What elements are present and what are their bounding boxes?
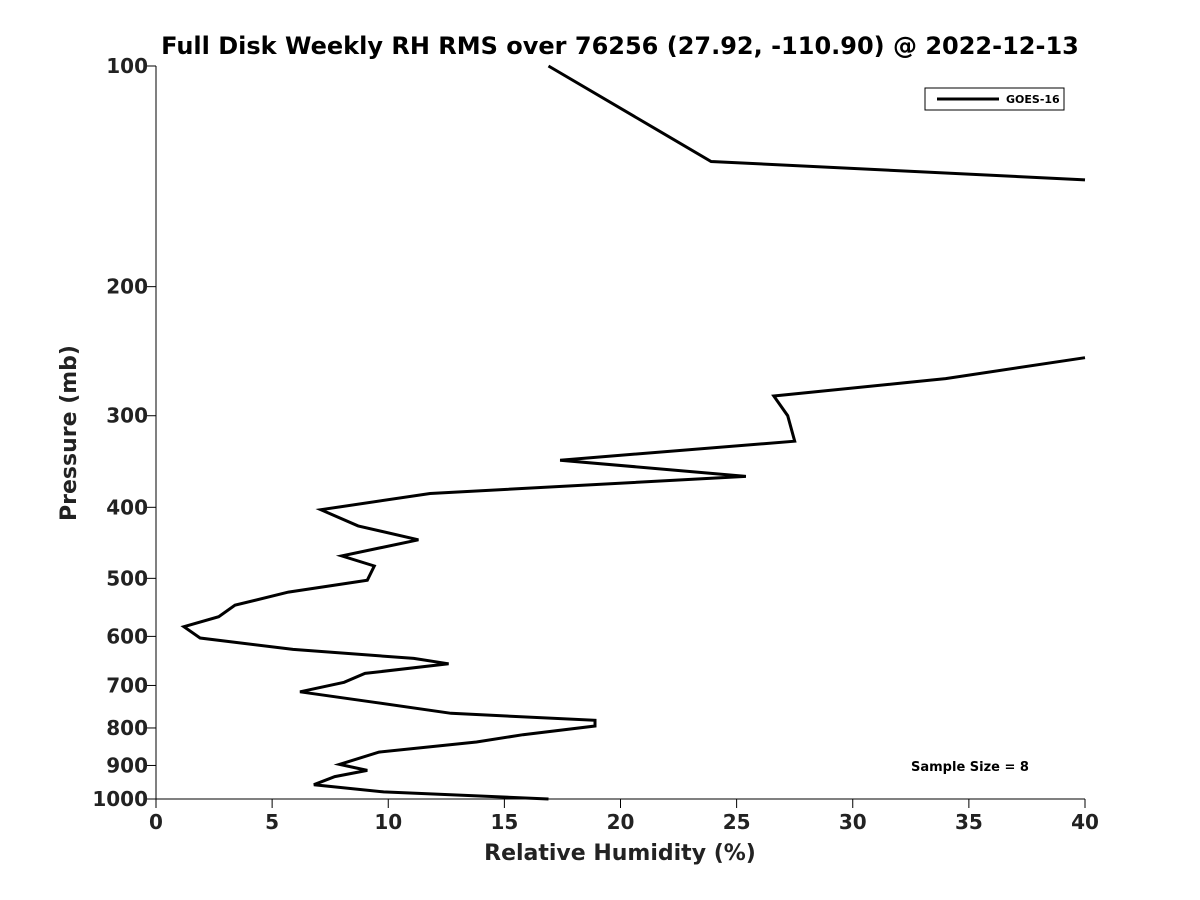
y-tick-label: 1000 (92, 787, 148, 811)
y-tick-label: 200 (106, 275, 148, 299)
x-tick-label: 15 (490, 810, 518, 834)
y-tick-label: 700 (106, 673, 148, 697)
y-tick-label: 500 (106, 566, 148, 590)
series-layer (180, 64, 1086, 801)
x-tick-label: 40 (1071, 810, 1099, 834)
x-tick-label: 0 (149, 810, 163, 834)
x-tick-label: 35 (955, 810, 983, 834)
x-axis-ticks: 0 5 10 15 20 25 30 35 40 (149, 799, 1099, 834)
x-tick-label: 5 (265, 810, 279, 834)
series-line-goes-16-segment-1 (547, 64, 1086, 182)
y-axis-ticks: 100 200 300 400 500 600 700 800 900 1000 (92, 54, 156, 811)
series-line-goes-16-segment-2 (180, 356, 1086, 801)
x-tick-label: 30 (839, 810, 867, 834)
chart-title: Full Disk Weekly RH RMS over 76256 (27.9… (161, 32, 1079, 60)
x-tick-label: 20 (607, 810, 635, 834)
y-tick-label: 900 (106, 753, 148, 777)
y-axis-label: Pressure (mb) (57, 345, 82, 521)
x-tick-label: 10 (374, 810, 402, 834)
legend-label-goes-16: GOES-16 (1006, 93, 1060, 106)
x-tick-label: 25 (723, 810, 751, 834)
legend: GOES-16 (924, 87, 1065, 111)
y-tick-label: 100 (106, 54, 148, 78)
y-tick-label: 300 (106, 404, 148, 428)
y-tick-label: 800 (106, 716, 148, 740)
y-tick-label: 600 (106, 624, 148, 648)
x-axis-label: Relative Humidity (%) (484, 841, 756, 866)
y-tick-label: 400 (106, 495, 148, 519)
sample-size-annotation: Sample Size = 8 (911, 760, 1029, 775)
